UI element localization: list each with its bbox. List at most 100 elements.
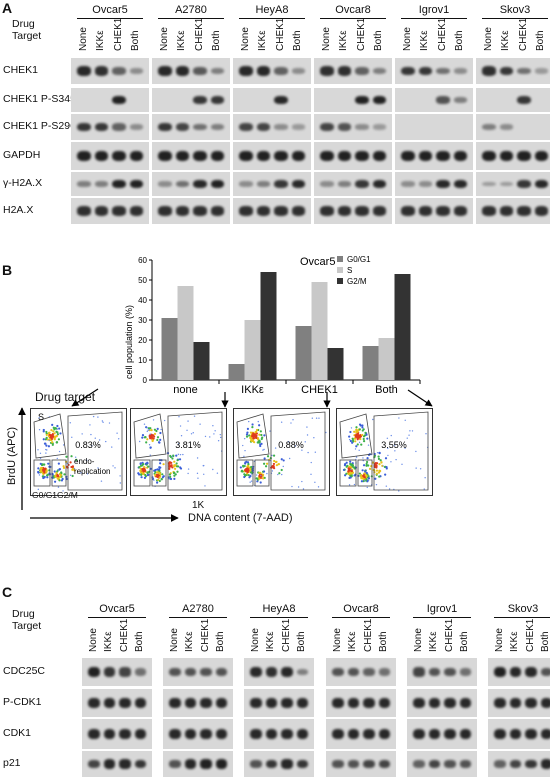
flow-dot: [155, 429, 158, 433]
a-band: [517, 206, 531, 216]
a-cellline-underline: [320, 18, 386, 19]
flow-dot: [94, 437, 96, 439]
flow-dot: [173, 467, 177, 470]
flow-dot: [153, 479, 155, 481]
c-band: [494, 728, 506, 740]
c-band: [103, 728, 115, 740]
c-blot-strip: [326, 658, 396, 686]
flow-dot: [264, 465, 268, 468]
arrow-both: [407, 389, 433, 407]
flow-dot: [39, 452, 42, 454]
flow-dot: [216, 472, 219, 474]
c-band: [215, 728, 227, 740]
flow-dot: [153, 432, 157, 435]
flow-dot: [351, 464, 355, 467]
flow-dot: [350, 427, 353, 429]
c-band: [134, 668, 146, 676]
flow-dot: [62, 444, 65, 446]
a-band: [372, 179, 386, 189]
a-band: [77, 181, 91, 187]
flow-dot: [262, 462, 266, 465]
flow-dot: [156, 475, 160, 478]
c-cellline-underline: [332, 617, 390, 618]
flow-dot: [193, 415, 196, 417]
a-row-label: GAPDH: [3, 149, 41, 161]
flow-dot: [382, 465, 384, 467]
y-tick-label: 0: [143, 376, 148, 385]
c-lane-label: CHEK1: [280, 618, 292, 652]
flow-y-axis: BrdU (APC): [6, 410, 20, 490]
flow-dot: [362, 457, 364, 459]
a-band: [77, 206, 91, 216]
c-lane-label: CHEK1: [199, 618, 211, 652]
flow-dot: [168, 467, 171, 470]
flow-dot: [71, 474, 74, 478]
c-lane-label: None: [249, 628, 261, 652]
flow-dot: [368, 467, 372, 471]
a-lane-label: None: [401, 27, 413, 51]
flow-dot: [54, 474, 57, 478]
a-band: [129, 68, 143, 74]
flow-dot: [277, 473, 279, 476]
flow-dot: [50, 434, 53, 437]
a-lane-label: None: [77, 27, 89, 51]
flow-dot: [162, 475, 165, 478]
bar-g2-m: [193, 342, 210, 380]
flow-dot: [142, 463, 145, 466]
flow-dot: [250, 480, 253, 482]
flow-dot: [158, 441, 161, 444]
chart-bars: [161, 272, 411, 380]
flow-dot: [58, 450, 61, 453]
flow-arrows: [18, 388, 433, 522]
a-band: [94, 150, 108, 162]
flow-dot: [55, 441, 58, 444]
c-band: [265, 759, 277, 769]
flow-dot: [259, 481, 262, 484]
flow-dot: [48, 439, 50, 442]
a-band: [193, 150, 207, 162]
target-label: Target: [12, 30, 42, 42]
flow-dot: [415, 450, 417, 453]
flow-dot: [272, 467, 276, 470]
flow-dot: [364, 479, 368, 482]
c-band: [200, 697, 212, 709]
flow-dot: [243, 455, 245, 458]
flow-dot: [366, 437, 369, 440]
a-band: [499, 206, 513, 216]
flow-dot: [272, 454, 276, 457]
c-lane-label: CHEK1: [118, 618, 130, 652]
gate-s-label: S: [38, 412, 44, 422]
c-band: [184, 667, 196, 677]
flow-dot: [214, 430, 216, 432]
flow-dot: [256, 477, 259, 480]
flow-dot: [411, 430, 414, 432]
flow-dot: [161, 473, 164, 476]
a-band: [291, 179, 305, 189]
a-band: [453, 150, 467, 162]
flow-dot: [398, 490, 400, 492]
a-band: [158, 66, 172, 76]
gate-endo: [167, 411, 223, 491]
flow-dot: [386, 437, 389, 439]
flow-dot: [375, 483, 378, 486]
a-band: [193, 95, 207, 105]
a-band: [274, 124, 288, 130]
a-band: [482, 150, 496, 162]
c-band: [444, 728, 456, 740]
flow-dot: [159, 462, 162, 465]
flow-plot-4: 3.55%: [336, 408, 433, 496]
c-lane-label: None: [412, 628, 424, 652]
c-blot-strip: [244, 689, 314, 717]
c-band: [444, 760, 456, 768]
flow-dot: [355, 430, 358, 433]
flow-dot: [344, 474, 347, 477]
a-lane-label: IKKε: [257, 30, 269, 51]
c-band: [459, 668, 471, 676]
flow-dot: [192, 432, 194, 434]
flow-dot: [38, 429, 41, 431]
flow-dot: [171, 457, 174, 460]
gate-s: [133, 413, 167, 459]
flow-dot: [315, 417, 318, 419]
a-band: [274, 150, 288, 162]
